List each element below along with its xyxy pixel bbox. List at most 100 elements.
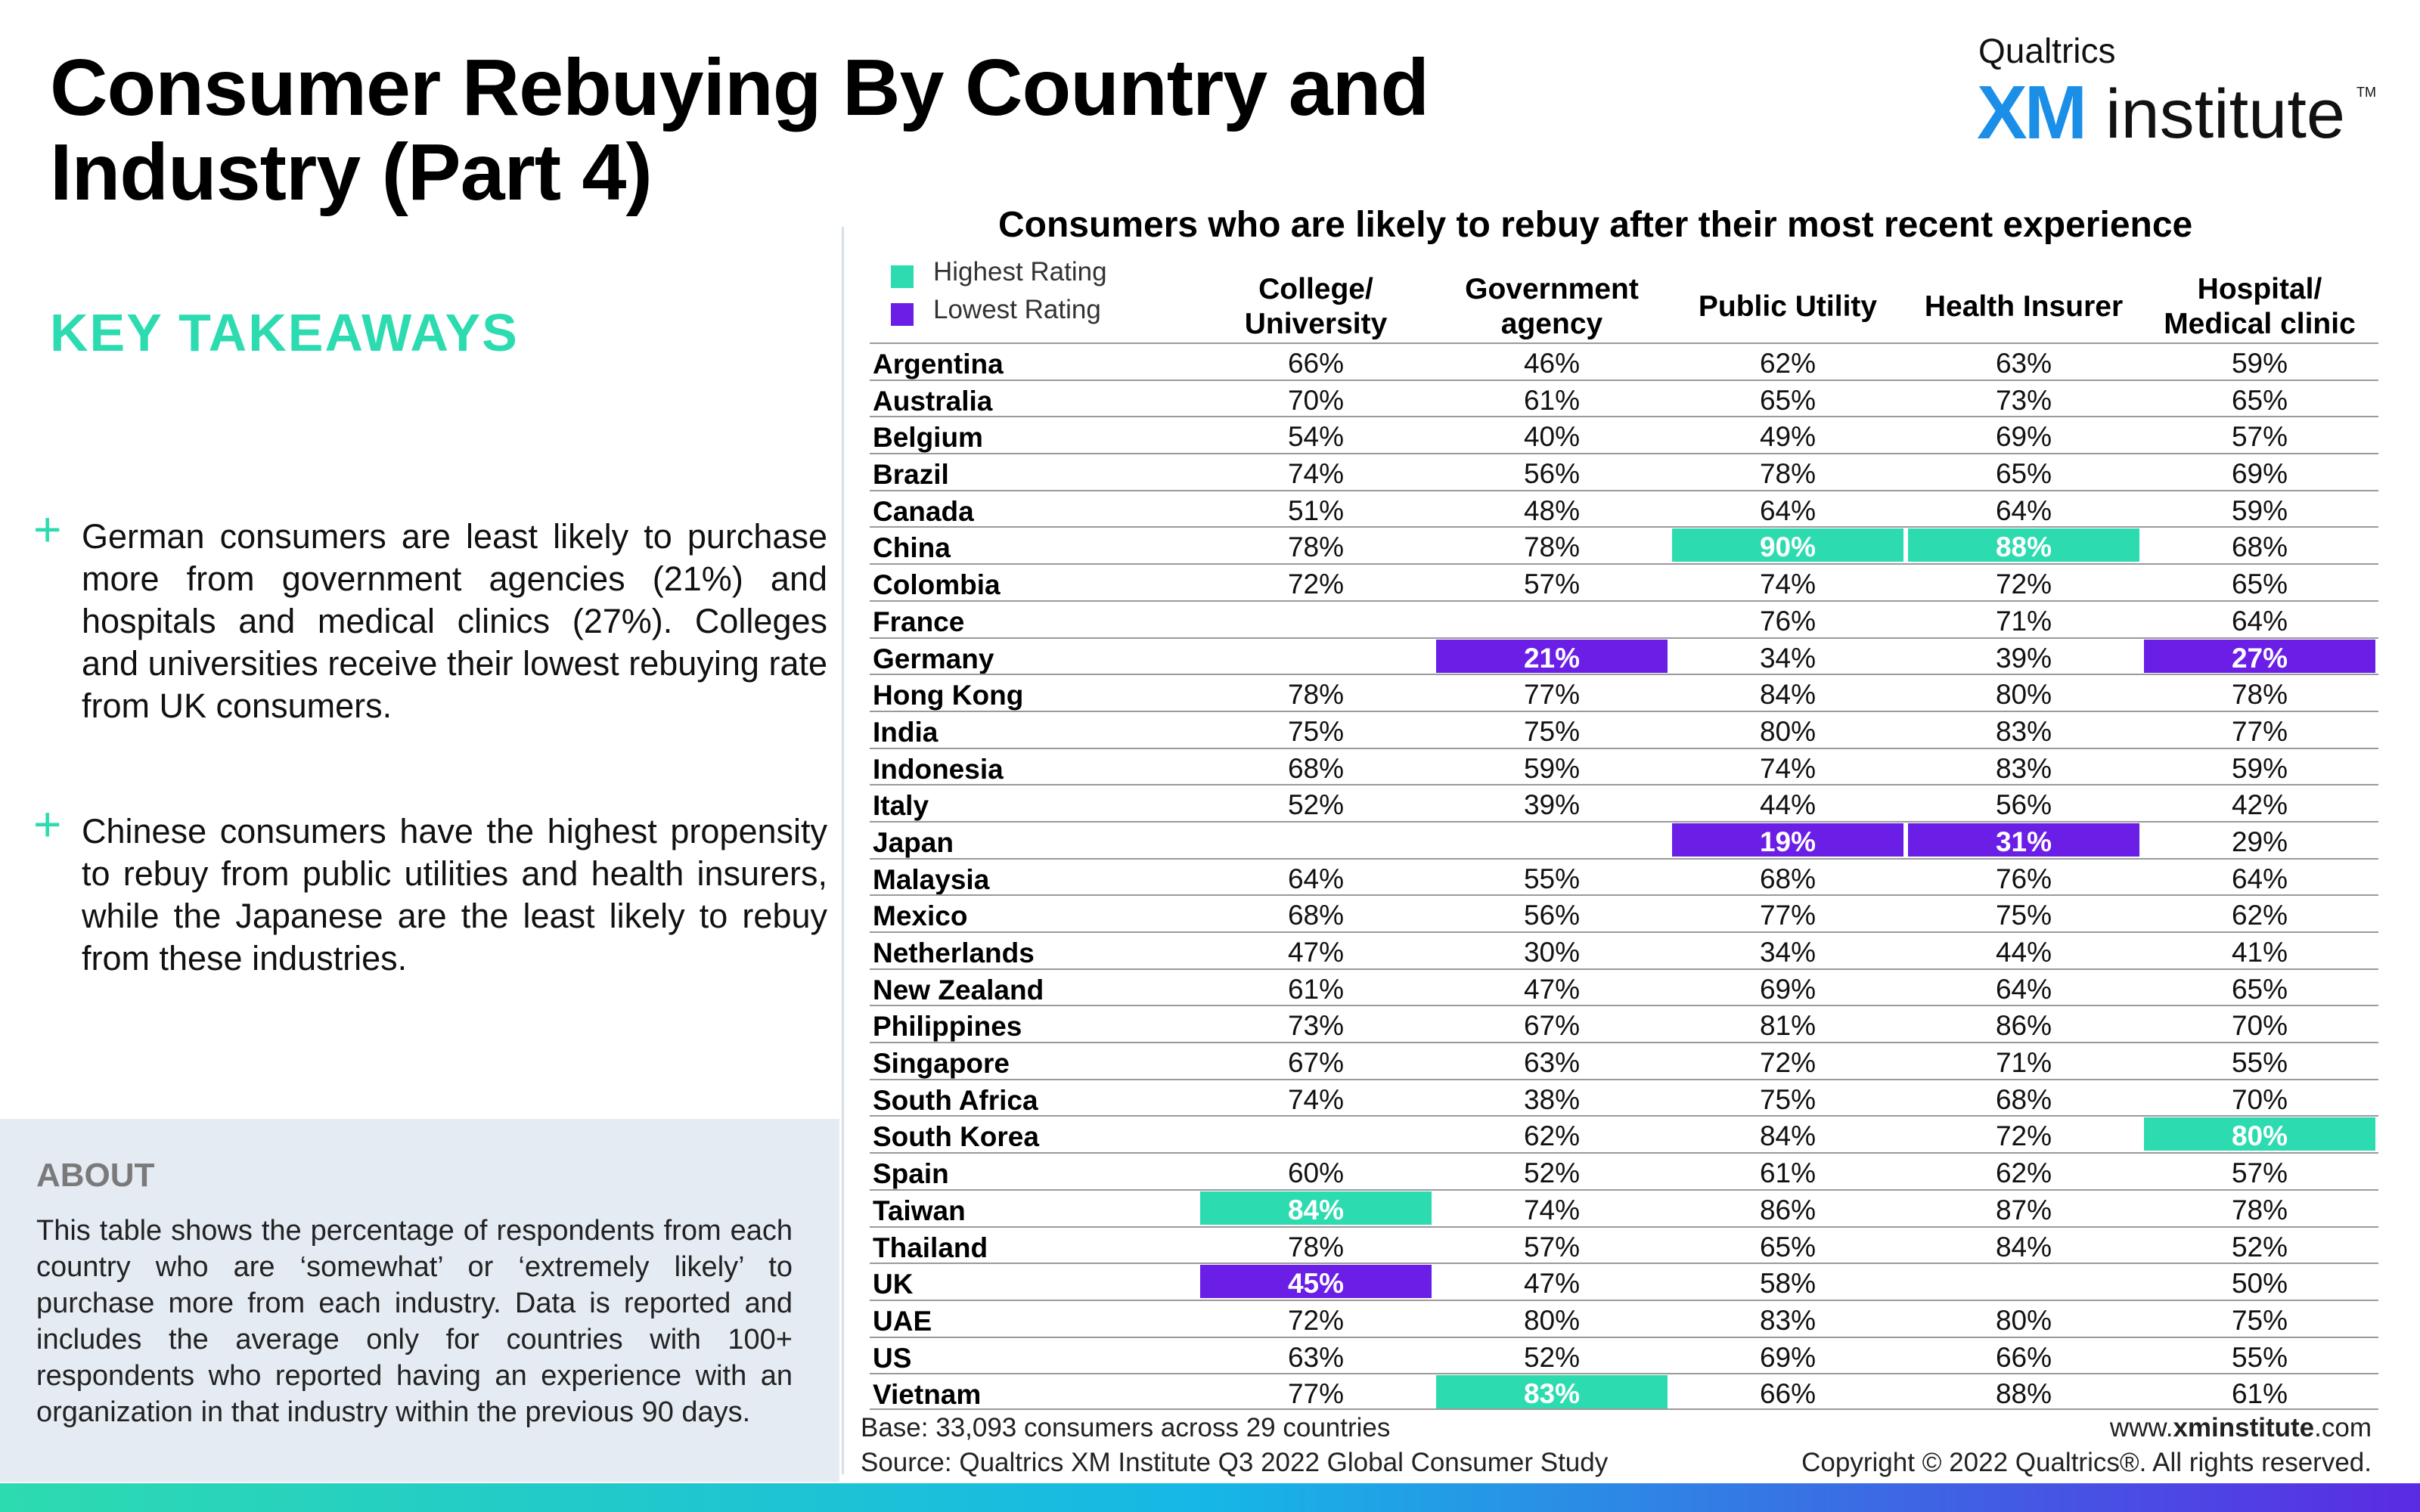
table-cell: 57% [2231, 421, 2288, 453]
table-row: Italy 52% 39% 44% 56% 42% [870, 784, 2378, 821]
table-cell: 63% [1287, 1341, 1345, 1373]
table-cell: 68% [1287, 900, 1345, 931]
table-cell: 86% [1995, 1010, 2052, 1042]
table-cell: 47% [1523, 1268, 1581, 1300]
table-cell: 78% [1287, 1231, 1345, 1263]
page-title: Consumer Rebuying By Country and Industr… [50, 43, 1429, 217]
table-cell: 34% [1759, 642, 1817, 674]
table-cell: 65% [1759, 1231, 1817, 1263]
column-header-health-insurer: Health Insurer [1924, 290, 2124, 323]
table-cell: 80% [1995, 1304, 2052, 1336]
table-cell: 81% [1759, 1010, 1817, 1042]
table-cell: 61% [1523, 384, 1581, 416]
country-label: Argentina [873, 349, 1004, 380]
table-cell: 64% [2231, 605, 2288, 637]
logo-institute-text: institute [2105, 76, 2346, 153]
credit: www.xminstitute.com Copyright © 2022 Qua… [1801, 1411, 2372, 1480]
table-cell: 66% [1995, 1341, 2052, 1373]
table-cell: 74% [1287, 1083, 1345, 1115]
table-cell: 84% [1200, 1191, 1432, 1225]
table-cell: 65% [2231, 973, 2288, 1005]
table-cell: 78% [1759, 458, 1817, 490]
table-row: New Zealand 61% 47% 69% 64% 65% [870, 968, 2378, 1005]
table-cell: 74% [1523, 1194, 1581, 1225]
table-cell: 66% [1759, 1378, 1817, 1410]
table-cell: 46% [1523, 348, 1581, 379]
table-cell: 59% [2231, 752, 2288, 784]
table-cell: 69% [1995, 421, 2052, 453]
legend-label-highest: Highest Rating [933, 257, 1107, 287]
table-cell: 69% [2231, 458, 2288, 490]
table-row: Brazil 74% 56% 78% 65% 69% [870, 453, 2378, 490]
table-cell: 78% [2231, 679, 2288, 711]
table-cell: 69% [1759, 1341, 1817, 1373]
country-label: Italy [873, 790, 929, 822]
table-cell: 75% [1287, 715, 1345, 747]
country-label: Netherlands [873, 937, 1035, 968]
table-row: Indonesia 68% 59% 74% 83% 59% [870, 747, 2378, 785]
table-cell: 38% [1523, 1083, 1581, 1115]
table-cell: 60% [1287, 1157, 1345, 1189]
plus-icon: + [33, 797, 62, 851]
xm-institute-logo: Qualtrics XM institute TM [1977, 30, 2376, 155]
country-label: UAE [873, 1305, 932, 1337]
country-label: Singapore [873, 1048, 1010, 1080]
table-cell: 71% [1995, 605, 2052, 637]
table-cell: 86% [1759, 1194, 1817, 1225]
logo-xm-text: XM [1977, 70, 2087, 155]
table-cell: 30% [1523, 937, 1581, 968]
table-cell: 52% [1523, 1341, 1581, 1373]
table-row: Vietnam 77% 83% 66% 88% 61% [870, 1373, 2378, 1410]
table-cell: 90% [1672, 528, 1903, 562]
table-cell: 66% [1287, 348, 1345, 379]
table-cell: 77% [2231, 715, 2288, 747]
table-cell: 44% [1759, 789, 1817, 821]
table-cell: 70% [2231, 1010, 2288, 1042]
table-row: UAE 72% 80% 83% 80% 75% [870, 1299, 2378, 1337]
table-cell: 68% [2231, 531, 2288, 563]
table-cell: 44% [1995, 937, 2052, 968]
table-cell: 70% [2231, 1083, 2288, 1115]
table-row: Australia 70% 61% 65% 73% 65% [870, 379, 2378, 417]
footnote: Base: 33,093 consumers across 29 countri… [861, 1411, 1608, 1480]
table-row: Mexico 68% 56% 77% 75% 62% [870, 894, 2378, 931]
table-cell: 75% [1995, 900, 2052, 931]
country-label: India [873, 716, 939, 748]
about-text: This table shows the percentage of respo… [36, 1215, 793, 1428]
country-label: UK [873, 1269, 914, 1300]
table-cell: 29% [2231, 826, 2288, 857]
table-cell: 41% [2231, 937, 2288, 968]
country-label: Indonesia [873, 753, 1004, 785]
country-label: Japan [873, 826, 954, 858]
table-cell: 88% [1995, 1378, 2052, 1410]
table-cell: 34% [1759, 937, 1817, 968]
country-label: South Africa [873, 1084, 1038, 1116]
table-cell: 57% [1523, 569, 1581, 600]
table-cell: 64% [1287, 863, 1345, 894]
table-cell: 69% [1759, 973, 1817, 1005]
website-link[interactable]: www.xminstitute.com [2109, 1413, 2372, 1442]
legend-swatch-highest [891, 265, 914, 288]
country-label: Taiwan [873, 1194, 966, 1226]
country-label: New Zealand [873, 974, 1044, 1005]
table-cell [1436, 603, 1668, 636]
table-cell: 80% [2144, 1117, 2375, 1151]
table-cell: 72% [1287, 1304, 1345, 1336]
country-label: Thailand [873, 1232, 988, 1263]
table-cell: 57% [2231, 1157, 2288, 1189]
table-cell: 42% [2231, 789, 2288, 821]
table-cell: 75% [1523, 715, 1581, 747]
table-cell: 84% [1759, 679, 1817, 711]
country-label: Germany [873, 643, 994, 674]
table-cell: 64% [2231, 863, 2288, 894]
table-cell: 27% [2144, 639, 2375, 674]
table-cell: 84% [1759, 1120, 1817, 1152]
table-row: Colombia 72% 57% 74% 72% 65% [870, 563, 2378, 600]
table-cell: 31% [1908, 823, 2139, 857]
table-cell: 74% [1287, 458, 1345, 490]
table-title: Consumers who are likely to rebuy after … [998, 205, 2193, 245]
table-cell: 39% [1523, 789, 1581, 821]
table-row: Canada 51% 48% 64% 64% 59% [870, 489, 2378, 527]
table-row: Germany 21% 34% 39% 27% [870, 637, 2378, 674]
table-cell: 64% [1759, 494, 1817, 526]
